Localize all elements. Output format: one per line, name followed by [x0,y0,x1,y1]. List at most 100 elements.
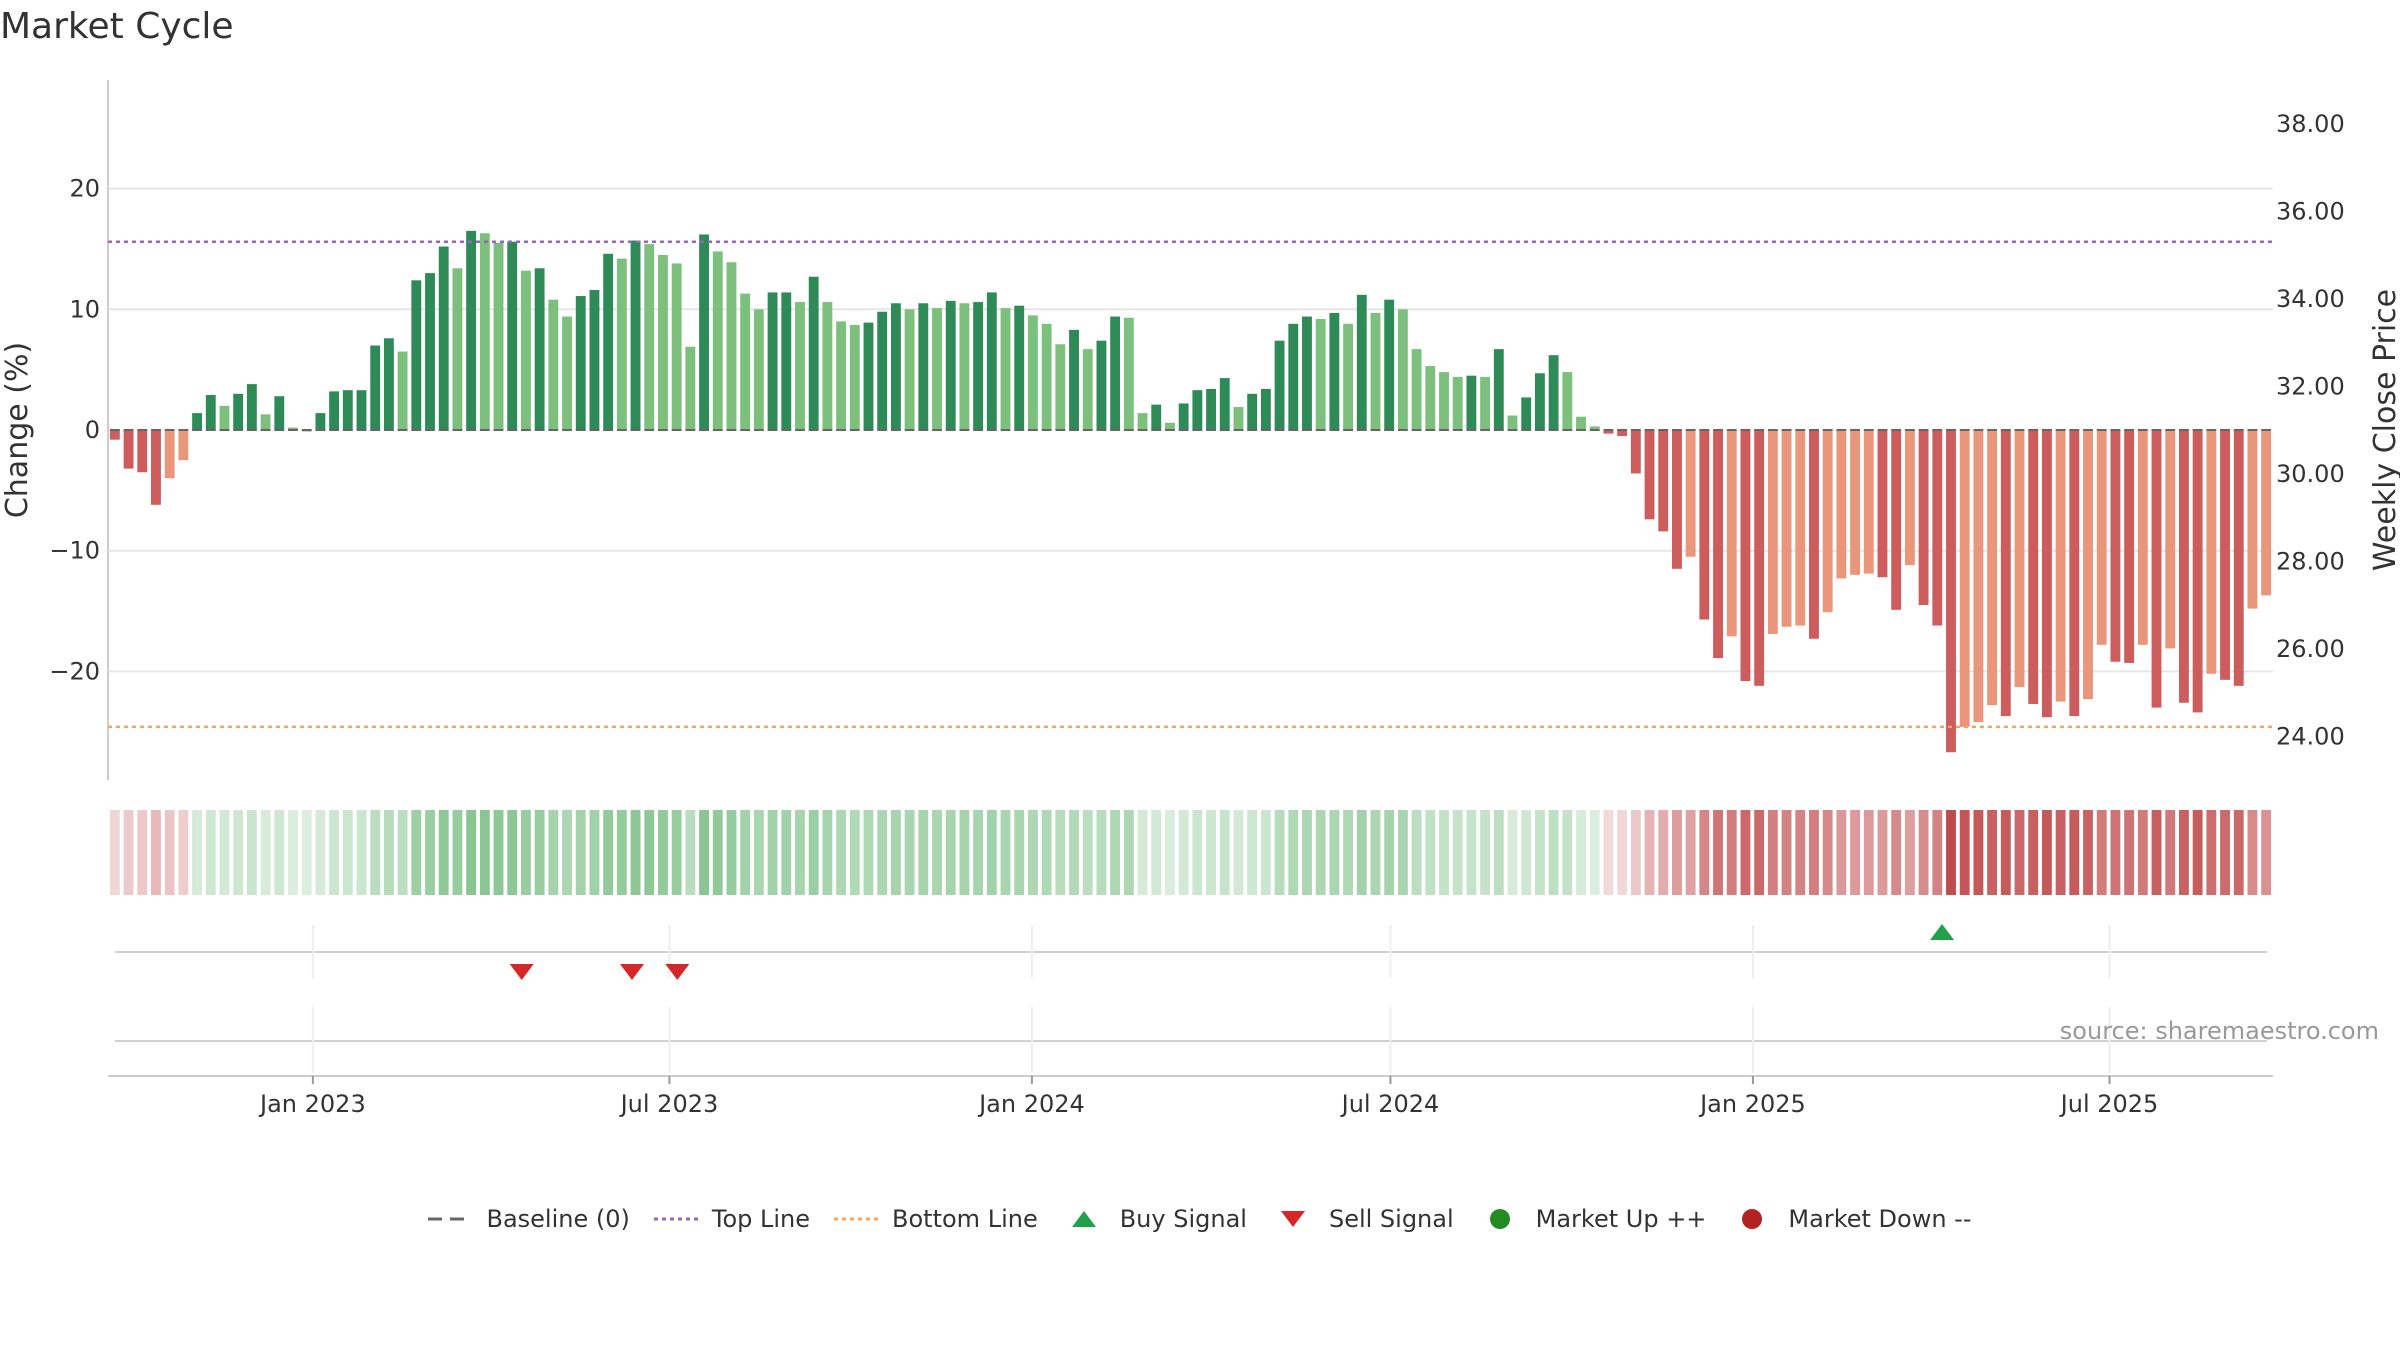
bar [1370,312,1381,430]
triangle-up-icon [1071,1211,1096,1227]
legend-item-top-line[interactable]: Top Line [653,1205,810,1233]
bar [1123,317,1134,430]
heat-cell [1356,810,1367,895]
bar [1946,430,1956,753]
bar [1576,416,1586,430]
heat-cell [781,810,792,895]
heat-cell [1411,810,1422,895]
bar [123,430,134,469]
y2-tick-label: 36.00 [2276,197,2345,225]
bar [1178,403,1189,430]
bar [1644,430,1655,520]
heat-cell [507,810,518,895]
bar [1534,373,1545,430]
bar [534,268,545,430]
x-tick-label: Jul 2025 [2059,1090,2159,1118]
bar [904,309,915,430]
bar [685,346,696,430]
heat-cell [822,810,833,895]
heat-cell [1493,810,1504,895]
heat-cell [178,810,189,895]
bar [1302,316,1312,430]
legend-swatch [1071,1211,1096,1227]
bar [260,414,271,430]
legend-item-baseline[interactable]: Baseline (0) [428,1205,630,1233]
heat-cell [192,810,202,895]
heat-cell [1932,810,1943,895]
heat-cell [1781,810,1792,895]
bar [520,270,531,430]
y-tick-label: 10 [69,295,100,323]
heat-cell [726,810,737,895]
heat-cell [315,810,326,895]
heat-cell [1343,810,1354,895]
y-tick-label: 0 [85,416,100,444]
legend-item-market-up[interactable]: Market Up ++ [1478,1205,1706,1233]
heat-cell [1850,810,1861,895]
heat-cell [1521,810,1532,895]
bar [2137,430,2148,645]
heat-cell [2165,810,2176,895]
bar [329,391,340,430]
bar [1795,430,1806,626]
signal-panel-layer [115,924,2267,980]
bar [836,321,847,430]
heat-cell [1589,810,1600,895]
heat-cell [575,810,586,895]
bar [1589,426,1600,430]
heat-cell [1685,810,1696,895]
bar [1713,430,1723,659]
legend-label: Sell Signal [1328,1205,1454,1233]
bar [1000,308,1011,430]
legend-item-market-down[interactable]: Market Down -- [1730,1205,1972,1233]
bar [616,258,627,430]
heat-cell [2247,810,2258,895]
legend-item-sell[interactable]: Sell Signal [1271,1205,1454,1233]
heat-cell [1754,810,1765,895]
heat-cell [1534,810,1545,895]
y-axis-label: Change (%) [0,342,35,518]
heat-cell [1452,810,1463,895]
heat-cell [2110,810,2121,895]
heat-cell [137,810,148,895]
legend-item-buy[interactable]: Buy Signal [1062,1205,1247,1233]
heat-cell [2014,810,2025,895]
bar [2055,430,2066,702]
bar [438,246,449,430]
heat-cell [2261,810,2272,895]
source-attribution: source: sharemaestro.com [2060,1017,2379,1045]
heat-cell [753,810,764,895]
bar [575,296,586,430]
bar [383,338,394,430]
bar [2165,430,2176,649]
y-tick-label: 20 [69,175,100,203]
heat-cell [932,810,942,895]
x-tick-label: Jul 2023 [619,1090,719,1118]
bar [671,263,682,430]
bar [288,427,298,430]
heat-cell [1027,810,1038,895]
heat-cell [986,810,997,895]
y2-tick-label: 38.00 [2276,110,2345,138]
heat-cell [1233,810,1244,895]
legend: Baseline (0) Top Line Bottom Line Buy Signa… [0,1205,2400,1233]
legend-item-bottom-line[interactable]: Bottom Line [834,1205,1038,1233]
bar [1617,430,1628,437]
heat-cell [274,810,285,895]
heat-cell [1123,810,1134,895]
bar [1151,404,1162,430]
buy-signal-marker [1930,924,1955,940]
bar [1850,430,1861,575]
bar [1425,366,1436,430]
heat-cell [1219,810,1230,895]
heat-cell [2151,810,2162,895]
heat-cell [1644,810,1655,895]
legend-label: Market Down -- [1788,1205,1972,1233]
bar [945,300,956,430]
heat-cell [2028,810,2039,895]
heat-cell [863,810,874,895]
bar [1877,430,1888,578]
heat-cell [1041,810,1052,895]
bar [2096,430,2107,645]
heat-cell [534,810,545,895]
